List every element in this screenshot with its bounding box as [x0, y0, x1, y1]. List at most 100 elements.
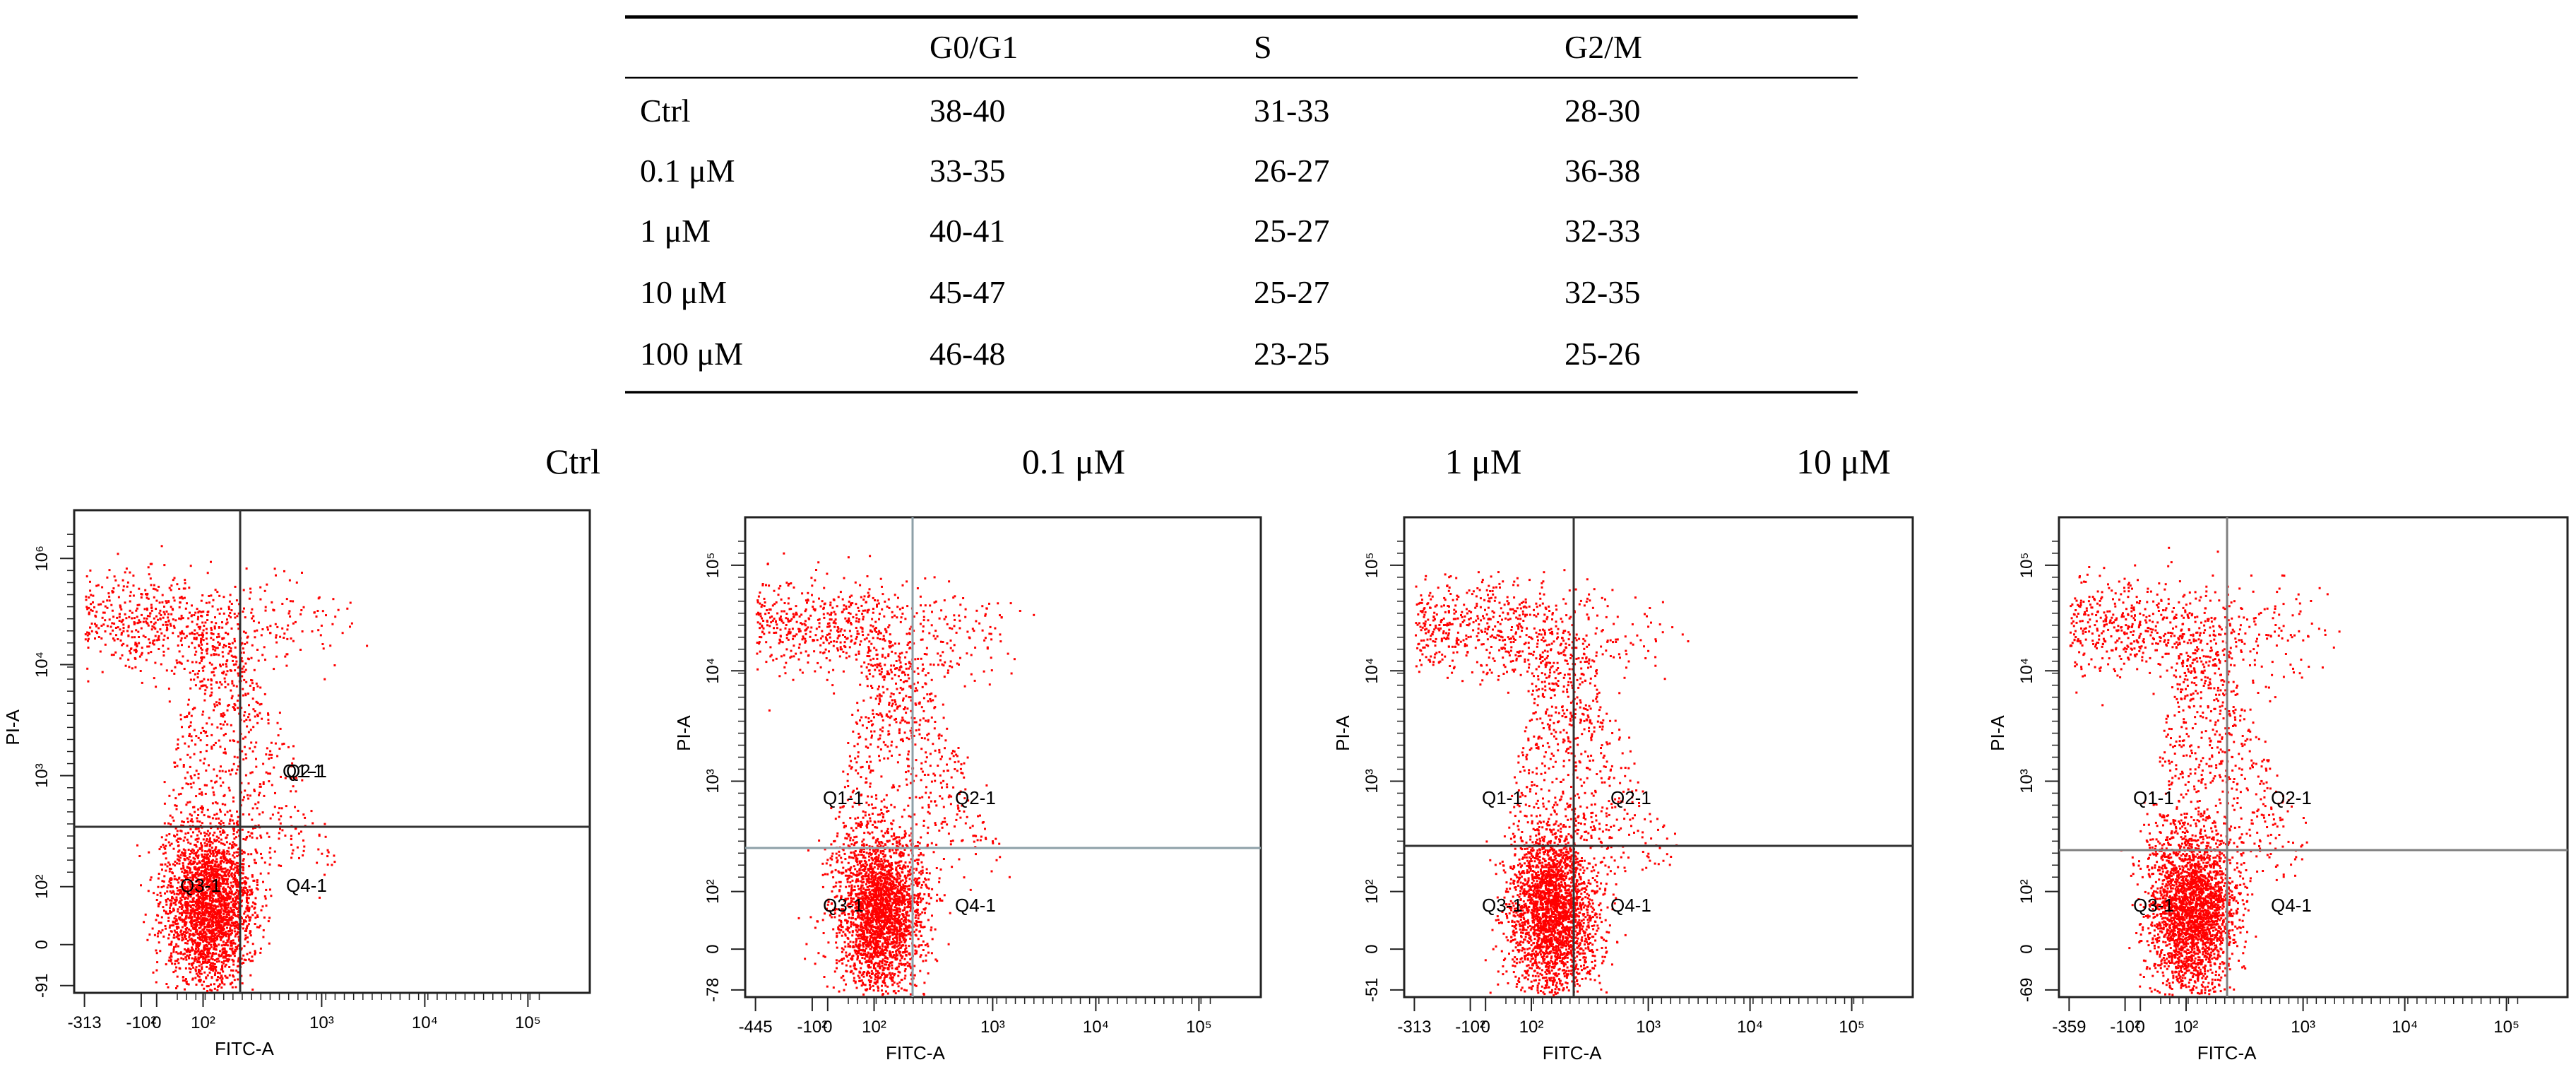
data-point	[172, 872, 174, 875]
data-point	[210, 943, 213, 946]
data-point	[269, 772, 271, 775]
data-point	[204, 960, 207, 963]
data-point	[186, 857, 189, 859]
data-point	[251, 771, 254, 774]
data-point	[267, 719, 270, 721]
data-point	[221, 948, 224, 951]
data-point	[303, 845, 306, 848]
data-point	[220, 904, 223, 907]
data-point	[222, 795, 225, 798]
data-point	[235, 986, 237, 989]
data-point	[219, 977, 222, 979]
data-point	[221, 876, 224, 878]
data-point	[273, 567, 276, 570]
data-point	[129, 600, 131, 603]
data-point	[210, 914, 213, 917]
data-point	[236, 855, 239, 858]
data-point	[188, 712, 191, 714]
data-point	[249, 729, 252, 731]
data-point	[203, 948, 206, 950]
data-point	[224, 909, 227, 912]
data-point	[927, 806, 930, 808]
data-point	[216, 926, 219, 929]
data-point	[156, 893, 159, 896]
data-point	[179, 856, 182, 859]
data-point	[215, 966, 218, 968]
data-point	[267, 920, 270, 923]
data-point	[225, 841, 228, 844]
data-point	[899, 954, 902, 957]
data-point	[232, 800, 235, 803]
data-point	[274, 623, 277, 625]
data-point	[237, 960, 239, 962]
data-point	[208, 898, 211, 900]
data-point	[236, 931, 239, 933]
data-point	[189, 953, 191, 956]
data-point	[209, 910, 212, 913]
data-point	[244, 876, 247, 878]
data-point	[189, 934, 191, 937]
data-point	[191, 620, 194, 623]
data-point	[227, 850, 230, 853]
data-point	[849, 839, 852, 842]
data-point	[100, 637, 103, 640]
data-point	[201, 874, 204, 877]
data-point	[199, 950, 202, 953]
data-point	[227, 909, 230, 912]
data-point	[884, 960, 887, 963]
data-point	[176, 892, 178, 895]
data-point	[225, 631, 227, 634]
data-point	[174, 962, 177, 965]
data-point	[197, 615, 200, 618]
data-point	[908, 878, 911, 880]
data-point	[874, 976, 877, 978]
data-point	[211, 958, 214, 961]
data-point	[193, 910, 196, 913]
data-point	[244, 959, 247, 962]
data-point	[220, 874, 223, 877]
data-point	[286, 653, 289, 656]
data-point	[848, 874, 851, 877]
data-point	[266, 628, 269, 631]
data-point	[223, 924, 226, 926]
data-point	[232, 706, 235, 709]
data-point	[198, 670, 201, 672]
data-point	[210, 965, 213, 967]
data-point	[202, 911, 205, 914]
data-point	[88, 596, 90, 599]
data-point	[175, 987, 177, 989]
table-cell: 38-40	[930, 93, 1005, 129]
data-point	[174, 931, 177, 934]
data-point	[208, 941, 210, 944]
data-point	[160, 921, 162, 924]
data-point	[196, 908, 199, 911]
data-point	[227, 924, 230, 926]
data-point	[217, 935, 220, 937]
data-point	[287, 624, 290, 627]
data-point	[179, 902, 182, 905]
data-point	[201, 897, 203, 900]
data-point	[184, 871, 186, 874]
data-point	[189, 885, 192, 888]
data-point	[219, 885, 222, 888]
data-point	[193, 753, 196, 755]
data-point	[132, 575, 135, 577]
data-point	[179, 792, 182, 795]
data-point	[226, 977, 229, 979]
data-point	[292, 600, 295, 603]
data-point	[222, 952, 225, 955]
data-point	[235, 891, 237, 894]
data-point	[184, 948, 186, 950]
data-point	[214, 972, 217, 974]
data-point	[226, 709, 229, 712]
data-point	[220, 899, 223, 902]
data-point	[254, 848, 257, 851]
data-point	[146, 608, 148, 611]
data-point	[113, 623, 116, 625]
data-point	[213, 768, 215, 771]
data-point	[85, 595, 88, 598]
data-point	[184, 922, 186, 925]
data-point	[197, 950, 199, 953]
data-point	[177, 933, 179, 936]
data-point	[217, 849, 220, 852]
